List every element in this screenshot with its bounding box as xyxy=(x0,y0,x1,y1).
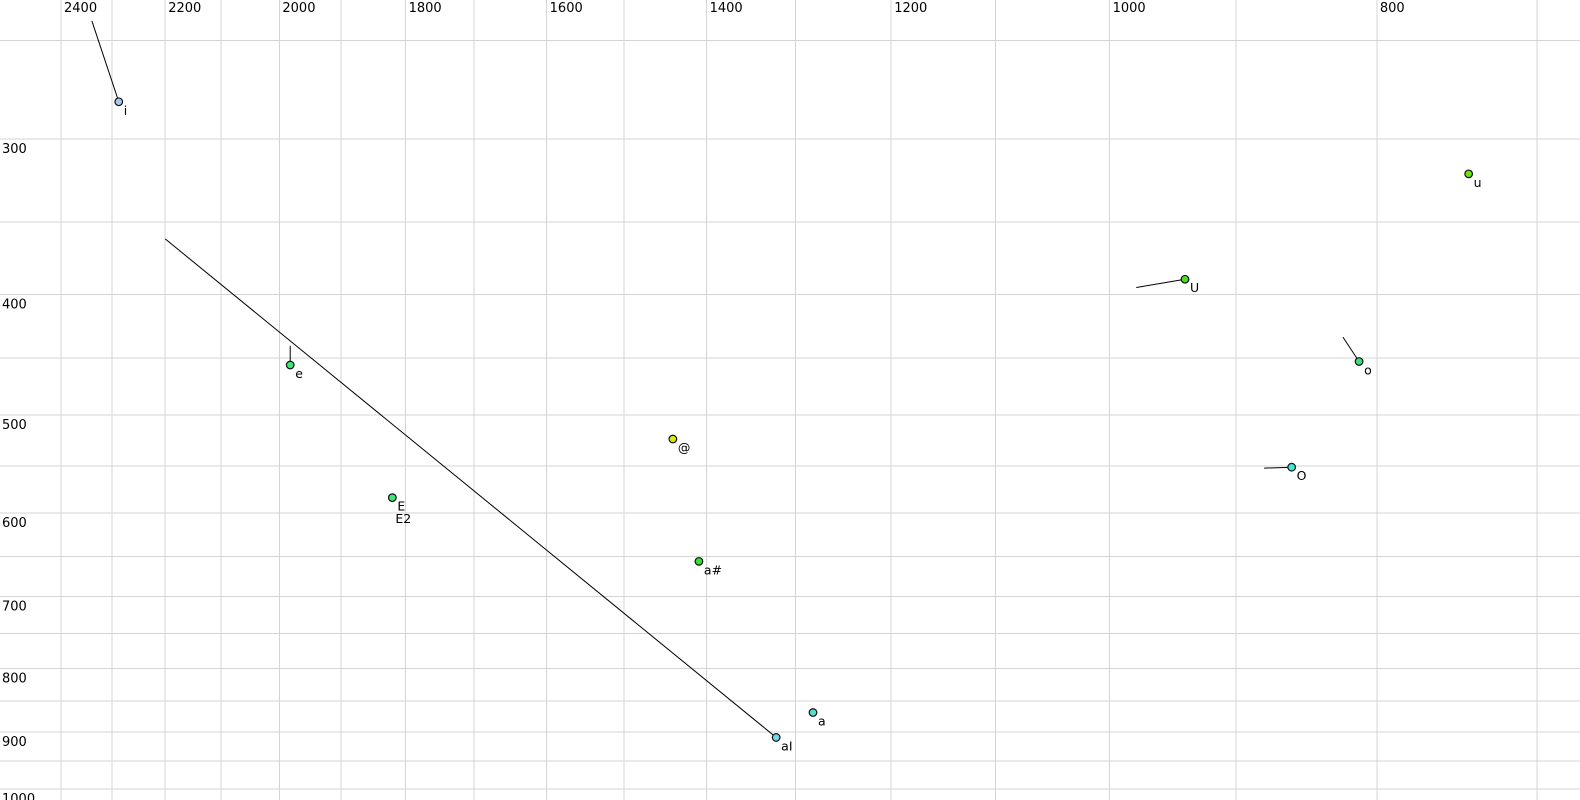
x-axis-tick-label: 800 xyxy=(1380,1,1405,16)
tick-labels-layer: 2400 2200 2000 1800 1600 1400 1200 1000 800 300 40… xyxy=(2,1,1405,800)
x-axis-tick-label: 2000 xyxy=(282,1,315,16)
vowel-point-label: o xyxy=(1364,362,1372,377)
x-axis-tick-label: 1400 xyxy=(710,1,743,16)
y-axis-tick-label: 1000 xyxy=(2,792,35,800)
y-axis-tick-label: 800 xyxy=(2,671,27,686)
vowel-trajectory-line xyxy=(164,238,777,738)
vowel-trajectory-line xyxy=(1264,466,1292,469)
vowel-trajectory-line xyxy=(1342,336,1360,362)
data-points-layer xyxy=(114,97,1474,742)
x-axis-tick-label: 1600 xyxy=(550,1,583,16)
x-axis-tick-label: 2200 xyxy=(168,1,201,16)
vowel-point-dot xyxy=(694,556,704,566)
y-axis-tick-label: 400 xyxy=(2,297,27,312)
vowel-point-dot xyxy=(387,493,397,503)
vowel-point-dot xyxy=(1464,169,1474,179)
vowel-point-dot xyxy=(1180,274,1190,284)
x-axis-tick-label: 1000 xyxy=(1113,1,1146,16)
vowel-point-dot xyxy=(808,708,818,717)
vowel-trajectory-line xyxy=(1136,278,1186,289)
vowel-point-extra-label: E2 xyxy=(395,511,411,526)
vowel-point-label: a# xyxy=(704,562,722,577)
vowel-point-dot xyxy=(285,360,295,370)
x-axis-tick-label: 2400 xyxy=(64,1,97,16)
x-axis-tick-label: 1200 xyxy=(894,1,927,16)
y-axis-tick-label: 600 xyxy=(2,516,27,531)
vowel-point-label: i xyxy=(124,103,127,118)
y-axis-tick-label: 700 xyxy=(2,599,27,614)
vowel-point-label: a xyxy=(818,714,826,729)
vowel-point-dot xyxy=(668,434,678,444)
y-axis-tick-label: 900 xyxy=(2,735,27,750)
vowel-point-dot xyxy=(771,733,781,742)
vowel-point-label: u xyxy=(1474,175,1482,190)
vowel-point-label: @ xyxy=(678,440,691,455)
trajectory-lines-layer xyxy=(91,20,1360,738)
vowel-point-dot xyxy=(114,97,124,107)
point-labels-layer: i e EE2 @ a# aI a U Oo u xyxy=(124,103,1482,754)
x-axis-tick-label: 1800 xyxy=(409,1,442,16)
vowel-point-label: aI xyxy=(781,738,792,753)
y-axis-tick-label: 300 xyxy=(2,142,27,157)
vowel-point-label: O xyxy=(1297,468,1307,483)
vowel-point-label: E xyxy=(397,499,405,514)
y-axis-tick-label: 500 xyxy=(2,418,27,433)
vowel-point-label: e xyxy=(295,366,303,381)
vowel-trajectory-line xyxy=(91,20,120,102)
vowel-point-dot xyxy=(1354,357,1364,366)
vowel-point-label: U xyxy=(1190,280,1199,295)
vowel-point-dot xyxy=(1287,462,1297,472)
